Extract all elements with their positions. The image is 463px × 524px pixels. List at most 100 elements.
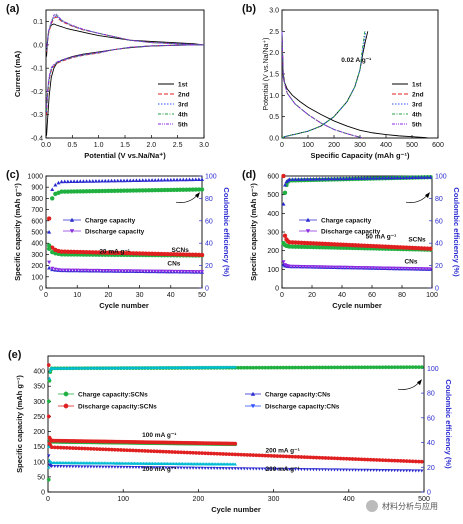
data-point-4: [179, 466, 183, 470]
data-point-4: [275, 467, 280, 471]
data-point-5: [365, 176, 370, 180]
data-point-4: [164, 466, 168, 470]
x-axis-label: Specific Capacity (mAh g⁻¹): [311, 151, 410, 160]
series-line-4: [46, 13, 205, 108]
legend-label: Discharge capacity: [321, 229, 381, 236]
data-point-4: [347, 468, 352, 472]
data-point-6: [49, 366, 53, 370]
data-point-3: [109, 269, 114, 273]
data-point-3: [137, 269, 142, 274]
data-point-4: [161, 466, 165, 470]
x-tick-label: 0: [44, 292, 48, 299]
data-point-3: [128, 269, 133, 273]
data-point-4: [170, 466, 174, 470]
data-point-3: [344, 265, 349, 270]
data-point-5: [46, 477, 51, 482]
data-point-4: [49, 464, 53, 468]
data-point-4: [278, 467, 283, 471]
legend-label: 2nd: [412, 92, 424, 99]
y-tick-label: 200: [33, 429, 45, 436]
series-line-2: [281, 31, 363, 139]
data-point-4: [236, 467, 240, 471]
data-point-3: [131, 269, 136, 273]
data-point-4: [335, 468, 340, 472]
data-point-4: [47, 454, 51, 458]
data-point-3: [320, 265, 325, 269]
data-point-3: [171, 269, 176, 274]
y-tick-label: -0.3: [31, 112, 43, 119]
data-point-5: [59, 179, 64, 184]
y-tick-label: -0.2: [31, 89, 43, 96]
plot-frame: [47, 355, 425, 493]
data-point-3: [193, 270, 198, 274]
data-point-5: [419, 175, 424, 179]
y-tick-label: 2.5: [269, 29, 279, 36]
data-point-4: [245, 467, 249, 471]
y-tick-label: 50: [37, 474, 45, 481]
data-point-5: [320, 176, 325, 181]
data-point-4: [199, 187, 205, 192]
data-point-3: [72, 268, 77, 273]
data-point-3: [323, 265, 328, 270]
y2-tick-label: 40: [205, 241, 213, 248]
y2-tick-label: 60: [427, 415, 435, 422]
data-point-1: [281, 173, 286, 179]
y-axis-label: Specific capacity (mAh g⁻¹): [249, 183, 258, 281]
data-point-4: [140, 466, 144, 470]
y2-tick-label: 100: [435, 174, 447, 181]
chart-panel-a: 0.0 0.5 1.0 1.5 2.0 2.5 3.0 -0.4 -0.3 -0.2 -0.1 0.0…: [6, 3, 209, 160]
data-point-1: [199, 252, 205, 258]
data-point-4: [95, 465, 99, 469]
data-point-4: [68, 465, 72, 469]
data-point-3: [296, 264, 301, 269]
data-point-4: [92, 465, 96, 469]
data-point-5: [146, 178, 151, 182]
data-point-4: [398, 469, 403, 473]
data-point-3: [125, 269, 130, 273]
data-point-5: [422, 175, 427, 179]
axis-pointer-arrowhead: [425, 192, 430, 199]
data-point-1: [46, 216, 52, 221]
x-tick-label: 0.0: [41, 142, 51, 149]
data-point-5: [395, 175, 400, 180]
data-point-5: [171, 177, 176, 182]
data-point-4: [59, 465, 63, 469]
data-point-5: [165, 177, 170, 182]
y-tick-label: 350: [33, 384, 45, 391]
data-point-5: [374, 175, 379, 180]
x-tick-label: 80: [398, 292, 406, 299]
data-point-5: [65, 179, 70, 184]
y-tick-label: 100: [267, 267, 279, 274]
y-tick-label: 100: [33, 459, 45, 466]
y-tick-label: 0.5: [269, 114, 279, 121]
chart-panel-b: 0 100 200 300 400 500 600 0.0 0.5 1.0 1.5 2.0 2.5 3.0…: [242, 3, 444, 160]
data-point-5: [196, 177, 201, 182]
data-point-5: [103, 178, 108, 183]
data-point-5: [359, 176, 364, 180]
y-tick-label: 2.0: [269, 50, 279, 57]
data-point-3: [168, 269, 173, 274]
y-axis-label: Specific capacity (mAh g⁻¹): [13, 183, 22, 281]
data-point-4: [281, 240, 286, 246]
rate-annotation: CNs: [404, 259, 417, 266]
y-tick-label: 800: [31, 196, 43, 203]
data-point-3: [335, 265, 340, 270]
x-tick-label: 400: [343, 496, 355, 503]
x-tick-label: 20: [105, 292, 113, 299]
data-point-4: [317, 468, 322, 472]
y2-tick-label: 60: [435, 218, 443, 225]
series-line-6: [281, 31, 367, 139]
data-point-3: [359, 266, 364, 270]
data-point-5: [53, 182, 58, 187]
data-point-4: [143, 466, 147, 470]
data-point-3: [153, 269, 158, 274]
y2-tick-label: 100: [427, 366, 439, 373]
data-point-3: [233, 462, 237, 466]
legend-marker: [250, 404, 256, 409]
y-tick-label: 200: [267, 248, 279, 255]
data-point-3: [187, 270, 192, 274]
legend-marker: [305, 229, 311, 234]
data-point-4: [233, 467, 237, 471]
data-point-6: [233, 365, 237, 369]
data-point-4: [86, 465, 90, 469]
